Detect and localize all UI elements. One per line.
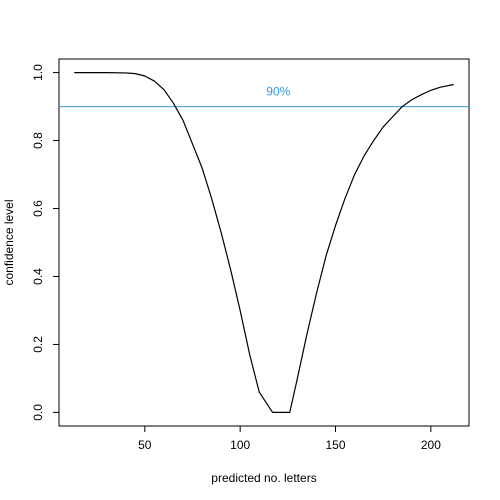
- series-group: [74, 71, 454, 414]
- y-tick-label: 0.2: [31, 336, 45, 353]
- y-axis: 0.0 0.2 0.4 0.6 0.8 1.0: [31, 64, 59, 421]
- x-axis: 50 100 150 200: [138, 426, 441, 452]
- reference-line-label: 90%: [266, 85, 290, 99]
- x-tick-label: 200: [421, 438, 441, 452]
- x-tick-label: 150: [325, 438, 345, 452]
- y-tick-label: 0.8: [31, 132, 45, 149]
- series-line: [74, 71, 454, 414]
- x-tick-label: 50: [138, 438, 152, 452]
- plot-frame: [58, 58, 470, 427]
- x-axis-label: predicted no. letters: [211, 471, 316, 485]
- x-tick-label: 100: [230, 438, 250, 452]
- reference-line-group: 90%: [59, 85, 469, 108]
- y-axis-label: confidence level: [2, 199, 16, 285]
- y-tick-label: 0.6: [31, 200, 45, 217]
- y-tick-label: 1.0: [31, 64, 45, 81]
- y-tick-label: 0.4: [31, 268, 45, 285]
- y-tick-label: 0.0: [31, 404, 45, 421]
